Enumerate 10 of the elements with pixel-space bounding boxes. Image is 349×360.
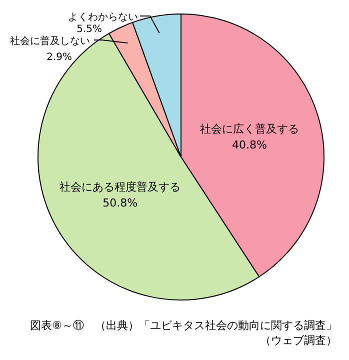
- data-label: 40.8%: [232, 138, 268, 152]
- data-label: 5.5%: [76, 24, 102, 35]
- slice-label: 社会に広く普及する: [200, 122, 300, 136]
- slice-label: 社会に普及しない: [10, 35, 90, 47]
- data-label: 50.8%: [102, 196, 138, 210]
- text: 図表⑧～⑪ （出典）「ユビキタス社会の動向に関する調査」: [30, 318, 337, 333]
- slice-label: よくわからない: [68, 12, 138, 23]
- slice-label: 社会にある程度普及する: [60, 180, 181, 194]
- data-label: 2.9%: [46, 52, 72, 63]
- text: （ウェブ調査）: [259, 333, 337, 348]
